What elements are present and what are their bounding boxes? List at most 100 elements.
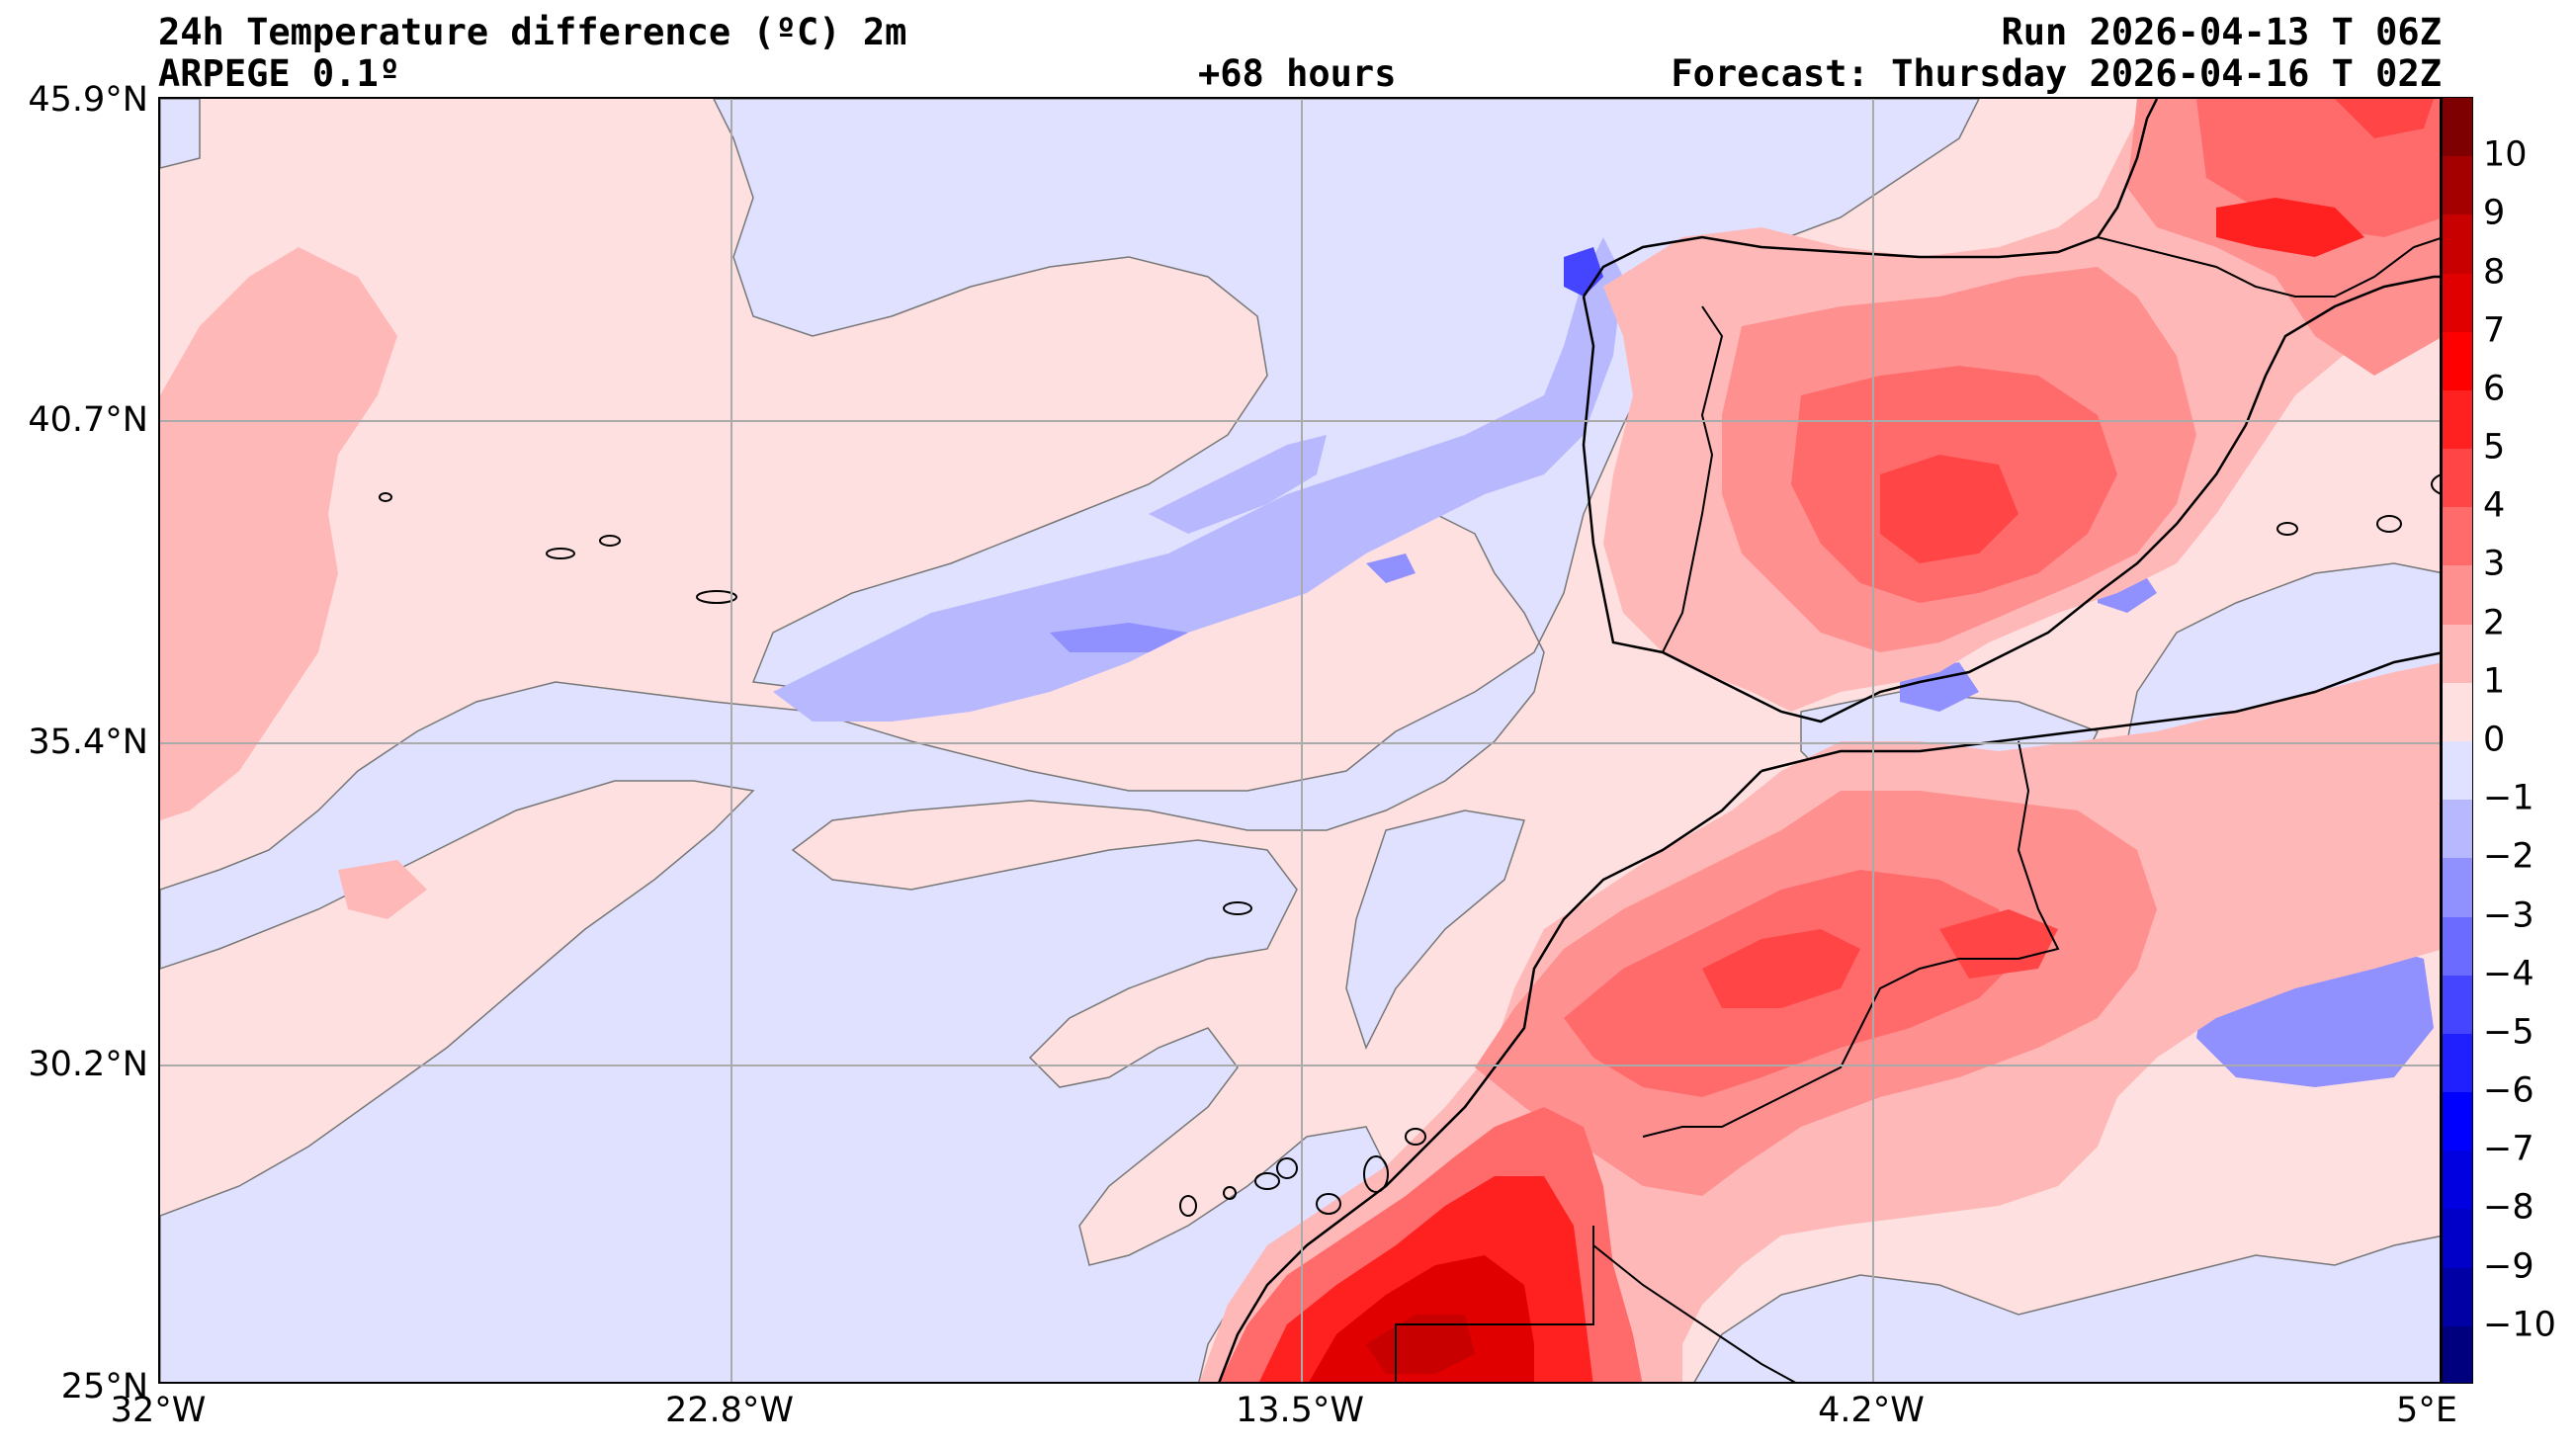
cold-anomaly-streak: [1050, 623, 1188, 652]
x-tick-label: 22.8°W: [664, 1391, 795, 1430]
warm-anomaly-region: [338, 860, 427, 919]
colorbar-tick-label: −2: [2483, 836, 2534, 877]
colorbar-tick-label: 10: [2483, 134, 2528, 175]
colorbar-segment: [2443, 975, 2472, 1035]
colorbar-tick-label: −7: [2483, 1129, 2534, 1169]
island-outline: [546, 548, 575, 559]
negative-anomaly-region: [1345, 809, 1525, 1050]
colorbar-tick-label: 8: [2483, 252, 2506, 293]
island-outline: [2431, 473, 2440, 495]
negative-anomaly-region: [160, 99, 201, 169]
colorbar-tick-label: 2: [2483, 603, 2506, 643]
colorbar-segment: [2443, 449, 2472, 509]
colorbar-tick-label: −6: [2483, 1070, 2534, 1111]
island-outline: [379, 492, 392, 502]
colorbar-tick-label: −1: [2483, 778, 2534, 818]
cold-anomaly-streak: [773, 237, 1623, 722]
colorbar-tick-label: 5: [2483, 427, 2506, 468]
colorbar-tick-label: −8: [2483, 1187, 2534, 1228]
colorbar-segment: [2443, 858, 2472, 918]
warm-anomaly-north-africa: [1702, 929, 1860, 1008]
colorbar-tick-label: 0: [2483, 720, 2506, 760]
island-outline: [1254, 1172, 1280, 1190]
colorbar-segment: [2443, 331, 2472, 391]
x-tick-label: 13.5°W: [1235, 1391, 1365, 1430]
y-tick-label: 30.2°N: [28, 1045, 148, 1084]
cold-anomaly-streak: [1366, 554, 1416, 583]
colorbar-segment: [2443, 800, 2472, 860]
island-outline: [1223, 901, 1252, 915]
colorbar-segment: [2443, 1033, 2472, 1094]
colorbar: [2442, 97, 2473, 1384]
lead-time-label: +68 hours: [1198, 52, 1397, 95]
colorbar-tick-label: −4: [2483, 954, 2534, 994]
colorbar-segment: [2443, 1150, 2472, 1211]
cold-anomaly-patch: [1564, 247, 1603, 297]
warm-anomaly-france: [2335, 99, 2434, 138]
negative-anomaly-region: [1693, 1235, 2440, 1382]
country-border: [1395, 1226, 1594, 1382]
colorbar-tick-label: 9: [2483, 193, 2506, 233]
colorbar-segment: [2443, 1209, 2472, 1269]
colorbar-tick-label: 7: [2483, 310, 2506, 351]
model-label: ARPEGE 0.1º: [158, 52, 401, 95]
island-outline: [1223, 1186, 1237, 1200]
colorbar-segment: [2443, 156, 2472, 216]
africa-coastline: [1218, 770, 1762, 1382]
y-tick-label: 35.4°N: [28, 723, 148, 762]
warm-anomaly-sahara: [1366, 1315, 1475, 1374]
x-tick-label: 32°W: [110, 1391, 207, 1430]
island-outline: [2376, 515, 2402, 533]
colorbar-tick-label: −9: [2483, 1246, 2534, 1287]
colorbar-segment: [2443, 389, 2472, 451]
iberia-coastline: [1582, 275, 2440, 724]
colorbar-tick-label: −5: [2483, 1012, 2534, 1053]
gridlines: [160, 99, 2440, 1382]
iberia-coastline: [1582, 99, 2159, 298]
island-outline: [1316, 1193, 1341, 1215]
island-outline: [599, 535, 621, 547]
island-outline: [2276, 522, 2298, 536]
colorbar-segment: [2443, 916, 2472, 977]
warm-anomaly-region: [160, 247, 397, 820]
colorbar-segment: [2443, 507, 2472, 567]
island-outline: [1179, 1195, 1197, 1217]
colorbar-tick-label: 6: [2483, 369, 2506, 409]
colorbar-segment: [2443, 214, 2472, 275]
forecast-label: Forecast: Thursday 2026-04-16 T 02Z: [1671, 52, 2442, 95]
island-outline: [1405, 1128, 1426, 1146]
colorbar-segment: [2443, 624, 2472, 684]
colorbar-tick-label: 1: [2483, 661, 2506, 702]
colorbar-tick-label: 3: [2483, 544, 2506, 584]
country-border: [1642, 740, 2060, 1138]
island-outline: [696, 590, 737, 604]
x-tick-label: 4.2°W: [1818, 1391, 1925, 1430]
warm-anomaly-north-africa: [1939, 909, 2058, 979]
colorbar-segment: [2443, 565, 2472, 626]
y-tick-label: 40.7°N: [28, 400, 148, 440]
colorbar-segment: [2443, 1325, 2472, 1383]
africa-coastline: [1760, 651, 2440, 773]
country-border: [1662, 305, 1724, 653]
cold-anomaly-streak: [1149, 435, 1327, 534]
colorbar-tick-label: 4: [2483, 485, 2506, 526]
colorbar-segment: [2443, 1092, 2472, 1152]
temperature-difference-map: [158, 97, 2442, 1384]
country-border: [1592, 1244, 1796, 1382]
run-label: Run 2026-04-13 T 06Z: [2001, 11, 2442, 53]
colorbar-segment: [2443, 98, 2472, 158]
warm-anomaly-iberia: [1880, 455, 2018, 563]
colorbar-tick-label: −3: [2483, 895, 2534, 936]
y-tick-label: 45.9°N: [28, 80, 148, 120]
warm-anomaly-france: [2216, 198, 2364, 257]
y-tick-label: 25°N: [60, 1367, 148, 1406]
x-tick-label: 5°E: [2396, 1391, 2457, 1430]
island-outline: [1276, 1157, 1298, 1179]
colorbar-segment: [2443, 1267, 2472, 1327]
colorbar-tick-label: −10: [2483, 1305, 2556, 1345]
colorbar-segment: [2443, 273, 2472, 333]
map-canvas: [160, 99, 2440, 1382]
colorbar-segment: [2443, 682, 2472, 742]
colorbar-segment: [2443, 741, 2472, 802]
chart-title: 24h Temperature difference (ºC) 2m: [158, 11, 907, 53]
